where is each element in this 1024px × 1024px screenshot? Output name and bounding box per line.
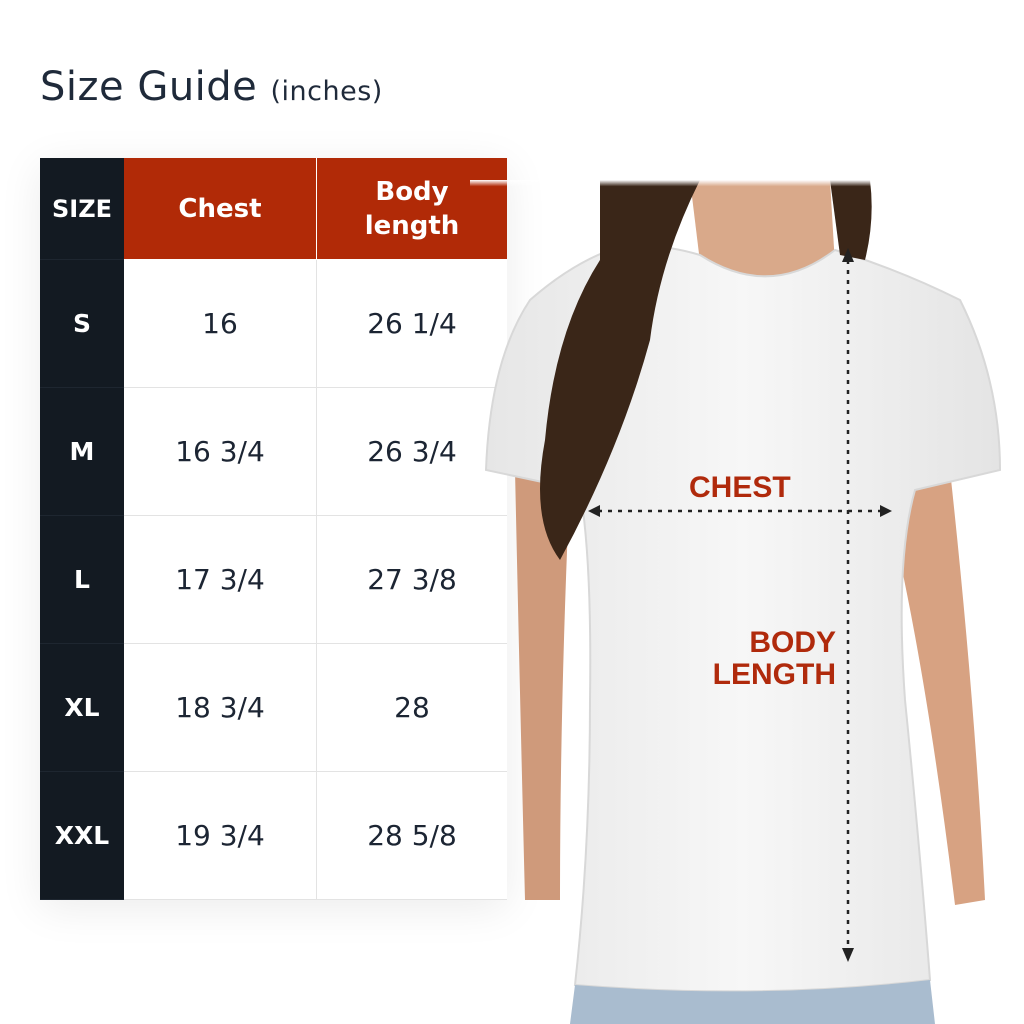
chest-arrowhead-left: [588, 505, 600, 517]
chest-label: CHEST: [689, 471, 791, 504]
size-cell: M: [40, 388, 124, 516]
body-length-label-line-2: LENGTH: [712, 658, 836, 691]
size-cell: XXL: [40, 772, 124, 900]
chest-cell: 18 3/4: [124, 644, 317, 772]
chest-cell: 17 3/4: [124, 516, 317, 644]
chest-cell: 16 3/4: [124, 388, 317, 516]
body-length-cell: 26 1/4: [317, 260, 507, 388]
chest-cell: 16: [124, 260, 317, 388]
body-length-measure-arrow: [842, 248, 854, 962]
body-length-arrowhead-bottom: [842, 948, 854, 962]
chest-arrowhead-right: [880, 505, 892, 517]
top-fade: [470, 180, 1024, 260]
jeans: [570, 980, 935, 1024]
header-size: SIZE: [40, 158, 124, 260]
size-cell: XL: [40, 644, 124, 772]
body-length-cell: 27 3/8: [317, 516, 507, 644]
body-length-cell: 28 5/8: [317, 772, 507, 900]
table-row: S 16 26 1/4: [40, 260, 507, 388]
table-row: XXL 19 3/4 28 5/8: [40, 772, 507, 900]
table-header: SIZE Chest Body length: [40, 158, 507, 260]
chest-cell: 19 3/4: [124, 772, 317, 900]
table-row: XL 18 3/4 28: [40, 644, 507, 772]
body-length-arrowhead-top: [842, 248, 854, 262]
left-arm: [895, 470, 985, 905]
tshirt-model-photo: [470, 180, 1024, 1024]
right-arm: [515, 470, 570, 900]
title-text: Size Guide: [40, 64, 258, 110]
body-length-cell: 28: [317, 644, 507, 772]
header-body-length-text: Body length: [364, 176, 460, 241]
body-length-label: BODY LENGTH: [680, 627, 836, 691]
size-table: SIZE Chest Body length S 16 26 1/4 M 16 3/4 2…: [40, 158, 507, 900]
table-body: S 16 26 1/4 M 16 3/4 26 3/4 L 17 3/4 27 3/8 XL 18 …: [40, 260, 507, 900]
chest-measure-arrow: [588, 505, 892, 517]
table-row: M 16 3/4 26 3/4: [40, 388, 507, 516]
size-cell: S: [40, 260, 124, 388]
table-row: L 17 3/4 27 3/8: [40, 516, 507, 644]
page-title: Size Guide (inches): [40, 64, 383, 110]
hair: [540, 180, 700, 560]
body-length-label-line-1: BODY: [749, 626, 836, 659]
body-length-cell: 26 3/4: [317, 388, 507, 516]
header-chest: Chest: [124, 158, 317, 260]
title-unit: (inches): [270, 76, 383, 107]
size-cell: L: [40, 516, 124, 644]
